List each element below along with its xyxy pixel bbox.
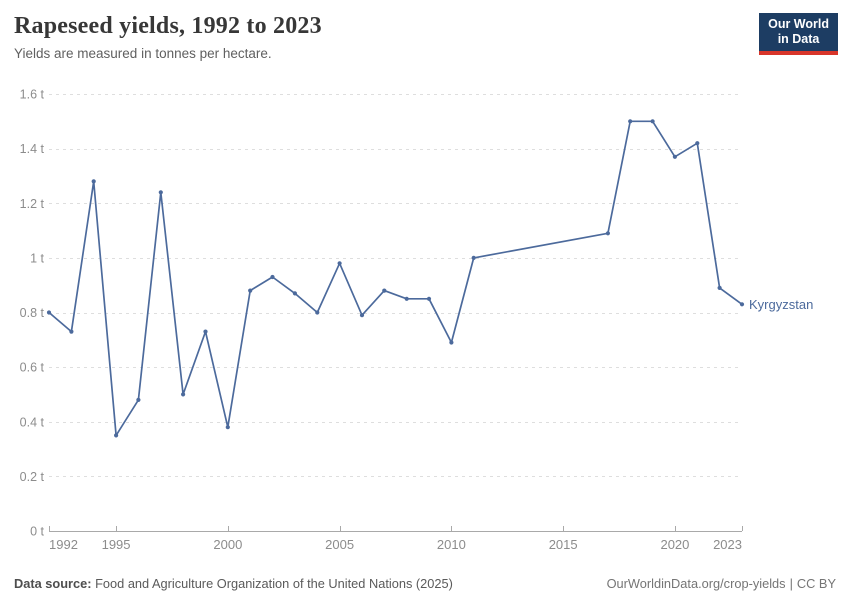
attribution-note: OurWorldinData.org/crop-yields | CC BY (607, 576, 836, 591)
x-axis-tick-label: 2000 (213, 537, 242, 552)
x-axis-tick-label: 2005 (325, 537, 354, 552)
data-point[interactable] (426, 296, 432, 301)
data-point[interactable] (605, 231, 611, 236)
data-point[interactable] (359, 313, 365, 318)
y-axis-tick-label: 0 t (30, 525, 44, 539)
data-source-text: Food and Agriculture Organization of the… (95, 576, 453, 591)
data-point[interactable] (136, 397, 141, 402)
footer-separator: | (789, 576, 793, 591)
owid-logo[interactable]: Our World in Data (759, 13, 838, 55)
x-axis-tick-label: 1992 (49, 537, 78, 552)
entity-label[interactable]: Kyrgyzstan (749, 297, 813, 312)
y-axis-tick-label: 0.6 t (20, 361, 45, 375)
owid-url-link[interactable]: OurWorldinData.org/crop-yields (606, 576, 786, 591)
data-point[interactable] (404, 296, 409, 301)
data-point[interactable] (69, 329, 74, 334)
data-point[interactable] (449, 340, 454, 345)
data-point[interactable] (315, 310, 320, 315)
owid-logo-text-line2: in Data (777, 32, 820, 46)
data-point[interactable] (181, 392, 186, 397)
y-axis-tick-label: 1.2 t (20, 197, 45, 211)
x-axis-tick-label: 1995 (102, 537, 131, 552)
data-point[interactable] (471, 255, 476, 260)
data-point[interactable] (382, 288, 387, 293)
y-axis-tick-label: 1.6 t (20, 88, 45, 102)
data-point[interactable] (158, 190, 163, 195)
y-axis-tick-label: 0.8 t (20, 306, 45, 320)
data-point[interactable] (203, 329, 208, 334)
data-line (48, 120, 743, 437)
y-axis-tick-label: 1 t (30, 251, 44, 265)
y-axis-tick-label: 0.4 t (20, 415, 45, 429)
owid-logo-text-line1: Our World (768, 17, 829, 31)
data-point[interactable] (292, 291, 297, 296)
x-axis-tick-label: 2020 (660, 537, 689, 552)
data-point[interactable] (91, 179, 96, 184)
data-point[interactable] (46, 310, 52, 315)
data-source-note: Data source: Food and Agriculture Organi… (14, 576, 453, 591)
x-axis-tick-label: 2023 (713, 537, 742, 552)
data-point[interactable] (695, 141, 700, 146)
data-point[interactable] (650, 119, 655, 124)
data-point[interactable] (114, 433, 119, 438)
data-point[interactable] (717, 285, 722, 290)
chart-footer: Data source: Food and Agriculture Organi… (0, 576, 850, 591)
license-link[interactable]: CC BY (796, 576, 836, 591)
x-axis-tick-label: 2015 (549, 537, 578, 552)
data-point[interactable] (270, 274, 275, 280)
data-point[interactable] (739, 302, 745, 307)
x-axis-tick-label: 2010 (437, 537, 466, 552)
data-point[interactable] (225, 425, 230, 430)
data-source-label: Data source: (14, 576, 92, 591)
data-point[interactable] (628, 119, 633, 124)
data-point[interactable] (248, 288, 253, 293)
y-axis-tick-label: 1.4 t (20, 142, 45, 156)
y-axis-tick-label: 0.2 t (20, 470, 45, 484)
data-point[interactable] (672, 154, 678, 159)
data-point[interactable] (337, 261, 342, 266)
